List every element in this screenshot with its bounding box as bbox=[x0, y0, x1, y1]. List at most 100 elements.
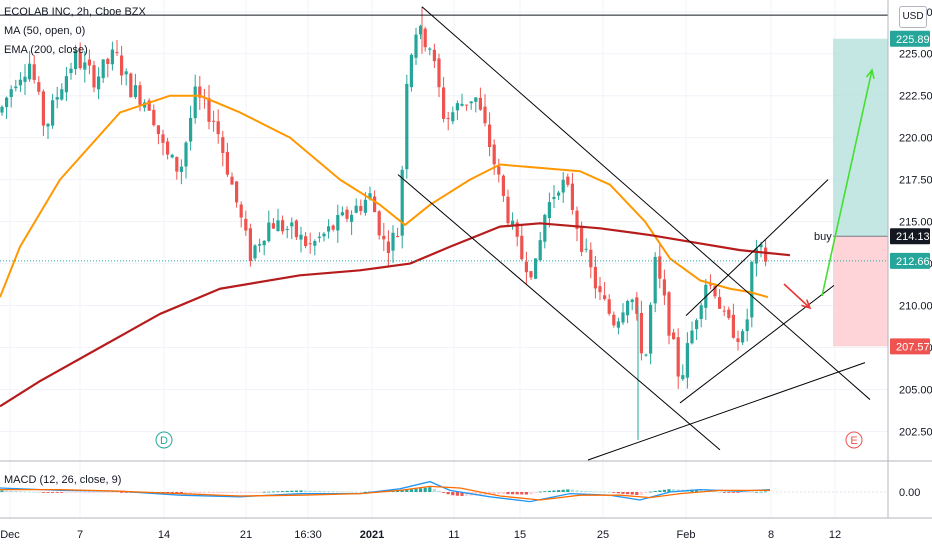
candle-body[interactable] bbox=[386, 241, 390, 253]
trendline[interactable] bbox=[685, 179, 829, 316]
candle-body[interactable] bbox=[713, 285, 717, 297]
candle-body[interactable] bbox=[511, 220, 515, 227]
candle-body[interactable] bbox=[685, 343, 689, 378]
candle-body[interactable] bbox=[515, 222, 519, 237]
candle-body[interactable] bbox=[754, 248, 758, 264]
candle-body[interactable] bbox=[166, 141, 170, 155]
candle-body[interactable] bbox=[248, 228, 252, 261]
candle-body[interactable] bbox=[644, 354, 648, 356]
candle-body[interactable] bbox=[616, 321, 620, 328]
candle-body[interactable] bbox=[570, 183, 574, 210]
candle-body[interactable] bbox=[308, 243, 312, 245]
candle-body[interactable] bbox=[267, 222, 271, 242]
candle-body[interactable] bbox=[152, 109, 156, 126]
candle-body[interactable] bbox=[552, 197, 556, 200]
ema-legend[interactable]: EMA (200, close) bbox=[4, 44, 88, 56]
pullback-arrow[interactable] bbox=[783, 283, 811, 309]
candle-body[interactable] bbox=[460, 103, 464, 106]
candle-body[interactable] bbox=[405, 83, 409, 170]
candle-body[interactable] bbox=[193, 86, 197, 119]
candle-body[interactable] bbox=[253, 245, 257, 259]
candle-body[interactable] bbox=[147, 100, 151, 111]
candle-body[interactable] bbox=[244, 218, 248, 231]
candle-body[interactable] bbox=[759, 244, 763, 248]
candle-body[interactable] bbox=[621, 312, 625, 323]
trendline[interactable] bbox=[679, 285, 835, 404]
candle-body[interactable] bbox=[423, 28, 427, 48]
candle-body[interactable] bbox=[414, 34, 418, 58]
candle-body[interactable] bbox=[363, 199, 367, 213]
candle-body[interactable] bbox=[534, 258, 538, 279]
candle-body[interactable] bbox=[83, 62, 87, 70]
candle-body[interactable] bbox=[124, 71, 128, 75]
candle-body[interactable] bbox=[285, 228, 289, 230]
candle-body[interactable] bbox=[672, 332, 676, 340]
candle-body[interactable] bbox=[547, 202, 551, 219]
candle-body[interactable] bbox=[690, 330, 694, 344]
candle-body[interactable] bbox=[189, 117, 193, 142]
candle-body[interactable] bbox=[156, 125, 160, 135]
candle-body[interactable] bbox=[138, 85, 142, 105]
candle-body[interactable] bbox=[327, 226, 331, 232]
candle-body[interactable] bbox=[207, 98, 211, 122]
candle-body[interactable] bbox=[32, 64, 36, 80]
candle-body[interactable] bbox=[580, 225, 584, 252]
candle-body[interactable] bbox=[598, 286, 602, 293]
candle-body[interactable] bbox=[175, 156, 179, 172]
candle-body[interactable] bbox=[78, 52, 82, 69]
candle-body[interactable] bbox=[350, 214, 354, 222]
candle-body[interactable] bbox=[64, 76, 68, 93]
candle-body[interactable] bbox=[589, 249, 593, 268]
candle-body[interactable] bbox=[382, 235, 386, 240]
candle-body[interactable] bbox=[607, 299, 611, 314]
candle-body[interactable] bbox=[14, 86, 18, 89]
candle-body[interactable] bbox=[478, 97, 482, 110]
candle-body[interactable] bbox=[331, 225, 335, 230]
candle-body[interactable] bbox=[699, 305, 703, 319]
candle-body[interactable] bbox=[368, 193, 372, 200]
candle-body[interactable] bbox=[97, 76, 101, 90]
candle-body[interactable] bbox=[235, 181, 239, 203]
candle-body[interactable] bbox=[639, 312, 643, 354]
candle-body[interactable] bbox=[451, 112, 455, 122]
candle-body[interactable] bbox=[653, 256, 657, 304]
candle-body[interactable] bbox=[161, 134, 165, 143]
candle-body[interactable] bbox=[396, 236, 400, 238]
candle-body[interactable] bbox=[566, 176, 570, 185]
candle-body[interactable] bbox=[497, 166, 501, 175]
candle-body[interactable] bbox=[465, 104, 469, 106]
candle-body[interactable] bbox=[561, 179, 565, 193]
candle-body[interactable] bbox=[106, 58, 110, 64]
candle-body[interactable] bbox=[603, 295, 607, 300]
candle-body[interactable] bbox=[538, 240, 542, 261]
candle-body[interactable] bbox=[626, 300, 630, 316]
candle-body[interactable] bbox=[262, 240, 266, 246]
candle-body[interactable] bbox=[750, 261, 754, 318]
candle-body[interactable] bbox=[612, 314, 616, 326]
candle-body[interactable] bbox=[230, 176, 234, 185]
candle-body[interactable] bbox=[745, 319, 749, 332]
candle-body[interactable] bbox=[492, 144, 496, 165]
candle-body[interactable] bbox=[9, 89, 13, 97]
earnings-marker[interactable] bbox=[845, 431, 863, 449]
trendline[interactable] bbox=[587, 362, 866, 461]
candle-body[interactable] bbox=[649, 304, 653, 354]
candle-body[interactable] bbox=[129, 73, 133, 98]
candle-body[interactable] bbox=[695, 320, 699, 330]
candle-body[interactable] bbox=[529, 271, 533, 278]
candle-body[interactable] bbox=[377, 211, 381, 236]
symbol-legend[interactable]: ECOLAB INC, 2h, Cboe BZX bbox=[4, 6, 146, 18]
candle-body[interactable] bbox=[708, 284, 712, 286]
loss-zone[interactable] bbox=[833, 236, 888, 347]
candle-body[interactable] bbox=[345, 209, 349, 219]
candle-body[interactable] bbox=[110, 49, 114, 65]
candle-body[interactable] bbox=[336, 214, 340, 231]
currency-button[interactable]: USD bbox=[899, 6, 927, 28]
candle-body[interactable] bbox=[55, 97, 59, 100]
candle-body[interactable] bbox=[37, 82, 41, 92]
candle-body[interactable] bbox=[69, 68, 73, 74]
candle-body[interactable] bbox=[74, 50, 78, 70]
candle-body[interactable] bbox=[575, 210, 579, 229]
candle-body[interactable] bbox=[170, 154, 174, 158]
